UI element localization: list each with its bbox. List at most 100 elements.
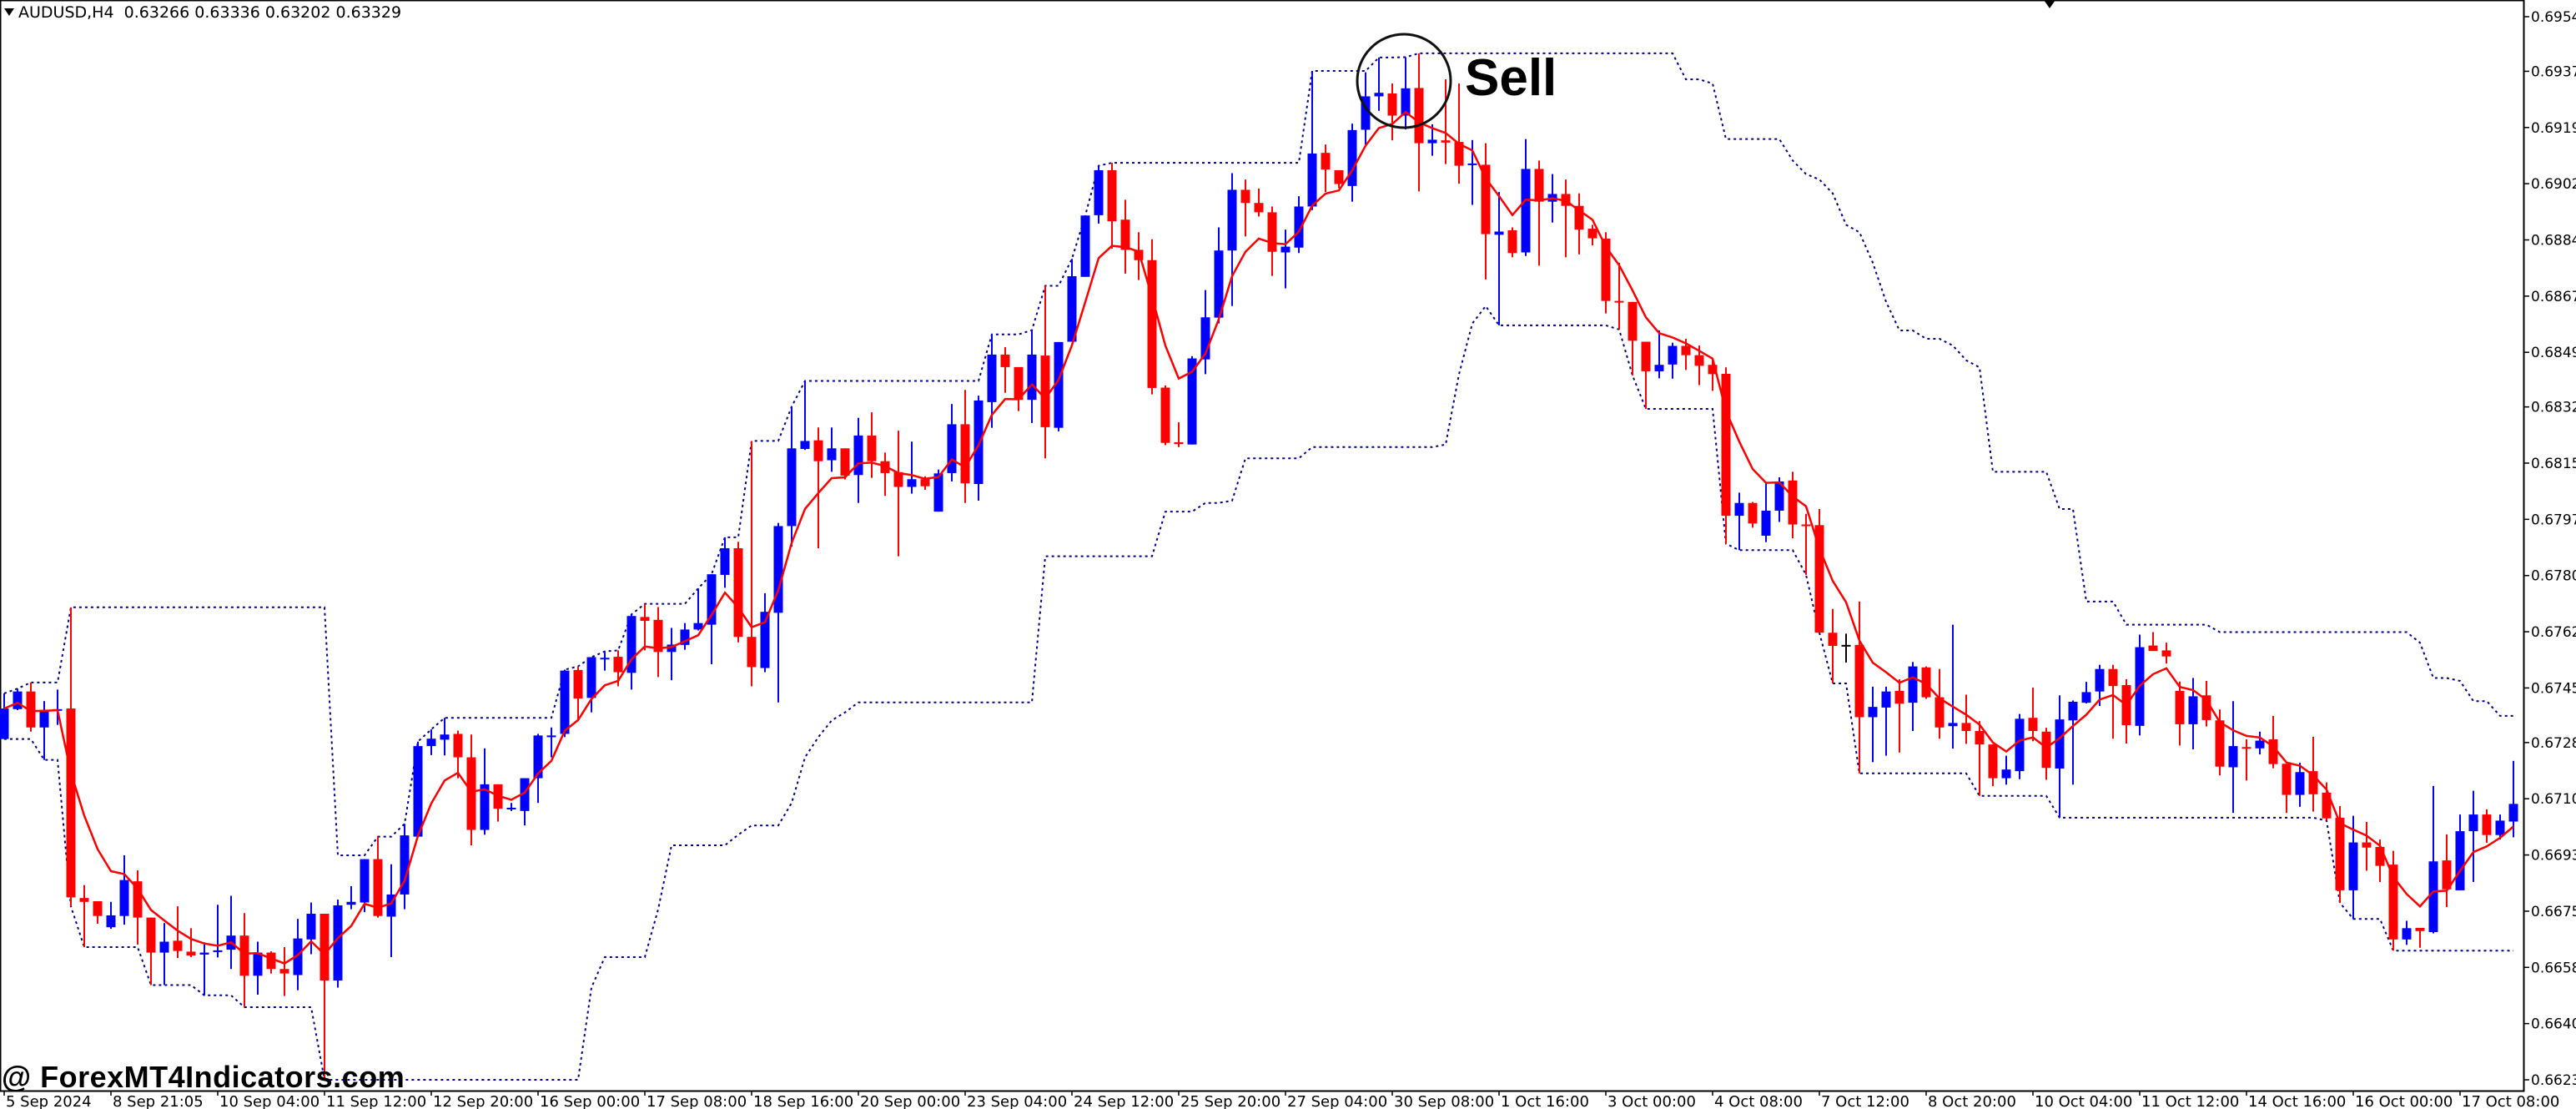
candle [346,885,356,910]
candle-body [1921,667,1931,698]
candle [560,669,570,738]
candle-body [626,616,636,673]
x-tick-label: 12 Sep 20:00 [433,1093,533,1109]
candle-body [907,479,917,487]
triangle-down-icon[interactable] [4,8,14,16]
candle [133,870,143,945]
candle-body [600,658,610,660]
candle [1507,227,1517,258]
candle-body [947,424,957,473]
candle [493,784,503,822]
candle [1961,694,1971,744]
candle-body [1334,169,1344,184]
candle-body [1014,366,1024,401]
candle-body [239,935,249,976]
candle-body [1587,229,1597,239]
candle [319,914,330,1080]
candle [2108,664,2118,739]
candle-body [2108,668,2118,687]
candle-body [747,637,757,668]
candle [840,448,850,480]
candle-body [1481,164,1491,234]
candle-body [1441,140,1451,143]
candle-body [1748,502,1758,524]
candle [2455,814,2465,890]
candle-body [1961,723,1971,732]
candle [680,623,690,650]
candle [1000,347,1010,393]
x-tick-label: 20 Sep 00:00 [860,1093,960,1109]
candle-body [2295,772,2305,795]
candle-body [386,894,396,917]
candle-body [2161,650,2171,657]
candle [1387,83,1397,141]
candle-body [1948,723,1958,727]
candle-body [2442,860,2452,890]
x-tick-label: 10 Sep 04:00 [219,1093,319,1109]
candle [1280,229,1291,289]
candle [2028,688,2038,742]
candle-body [1854,644,1864,718]
candle-body [1040,355,1050,427]
y-tick-label: 0.67105 [2531,791,2576,808]
candle-body [800,441,810,450]
x-tick-label: 14 Oct 16:00 [2248,1093,2346,1109]
candle [893,431,903,557]
candle-body [2415,927,2425,931]
candle-body [186,951,196,956]
chart-shift-marker-icon[interactable] [2044,0,2055,8]
candle-body [2468,814,2478,832]
candle-body [346,901,356,905]
candle [693,588,703,631]
candle [813,427,823,548]
candle [867,412,877,478]
candle [119,854,129,925]
candle-body [1120,219,1130,250]
candle [1267,206,1277,276]
y-tick-label: 0.66580 [2531,960,2576,976]
candle-body [1294,206,1304,248]
candle [2161,643,2171,664]
candle [2081,682,2091,703]
candle-body [813,440,823,461]
price-channel [3,52,2513,1081]
candle-body [2201,695,2211,720]
candle [1321,144,1331,193]
candle [1147,239,1157,395]
candle-body [1054,341,1064,428]
candle-body [1654,365,1664,371]
candle [1174,422,1184,447]
candle-body [2455,831,2465,890]
candle-body [1427,139,1437,144]
symbol-timeframe: AUDUSD,H4 [18,3,114,22]
candle-body [827,448,837,461]
x-axis: 5 Sep 2024 8 Sep 21:05 10 Sep 04:00 11 Sep … [3,1091,2559,1109]
candle [2428,785,2438,934]
candle [426,729,436,755]
candle [880,452,890,497]
candle-body [2388,865,2398,940]
candle [1107,163,1117,249]
candle-body [413,746,423,837]
candle-body [2241,747,2251,749]
candle [253,941,263,996]
candle [413,741,423,837]
candle-body [867,435,877,461]
candle [1948,624,1958,749]
x-tick-label: 23 Sep 04:00 [967,1093,1067,1109]
candle [186,928,196,957]
candle-body [2068,701,2078,721]
candle [720,537,730,588]
candle-body [1321,153,1331,170]
candle [2442,834,2452,907]
candle [239,913,249,1008]
candle [1067,259,1077,342]
candle-body [1374,93,1384,97]
candle [760,592,770,673]
candle-body [533,735,543,779]
candle [1521,139,1531,256]
candle-body [1694,355,1704,366]
candle [1841,633,1851,663]
x-tick-label: 16 Oct 00:00 [2355,1093,2453,1109]
